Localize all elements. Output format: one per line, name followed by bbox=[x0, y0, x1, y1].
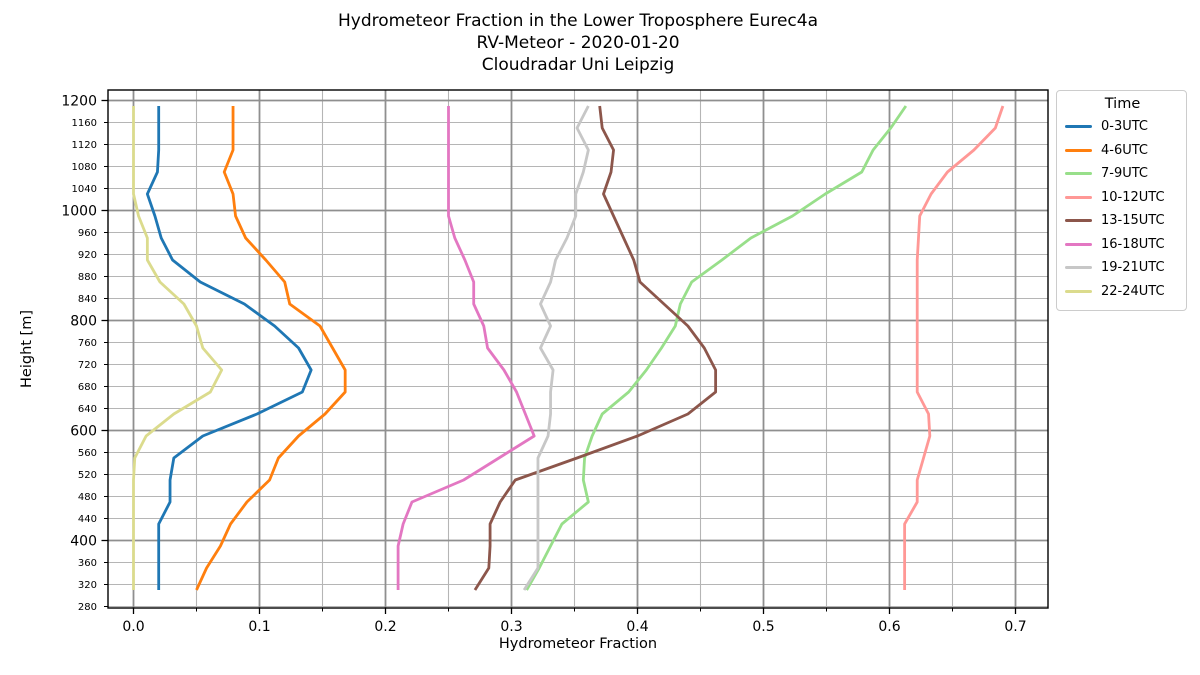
y-tick-label: 1000 bbox=[61, 204, 97, 220]
y-minor-tick-label: 440 bbox=[78, 514, 97, 525]
title-line-1: Hydrometeor Fraction in the Lower Tropos… bbox=[337, 11, 818, 31]
x-tick-label: 0.4 bbox=[626, 619, 648, 635]
y-minor-tick-label: 960 bbox=[78, 228, 97, 239]
y-tick-label: 400 bbox=[70, 534, 97, 550]
y-minor-tick-label: 760 bbox=[78, 338, 97, 349]
y-minor-tick-label: 520 bbox=[78, 470, 97, 481]
legend-label: 4-6UTC bbox=[1101, 142, 1149, 158]
y-minor-tick-label: 480 bbox=[78, 492, 97, 503]
series-line-13-15utc bbox=[473, 105, 718, 591]
y-minor-tick-label: 1080 bbox=[72, 162, 97, 173]
legend-item-22-24utc: 22-24UTC bbox=[1065, 280, 1180, 304]
legend-label: 10-12UTC bbox=[1101, 189, 1165, 205]
axes-spines bbox=[107, 89, 1049, 609]
legend-swatch-7-9utc bbox=[1065, 172, 1092, 176]
legend-label: 22-24UTC bbox=[1101, 283, 1165, 299]
legend-item-10-12utc: 10-12UTC bbox=[1065, 186, 1180, 210]
y-minor-tick-label: 280 bbox=[78, 602, 97, 613]
y-minor-tick-label: 360 bbox=[78, 558, 97, 569]
title-line-3: Cloudradar Uni Leipzig bbox=[481, 55, 675, 75]
chart-title: Hydrometeor Fraction in the Lower Tropos… bbox=[108, 10, 1048, 76]
y-tick-label: 800 bbox=[70, 314, 97, 330]
y-minor-tick-label: 880 bbox=[78, 272, 97, 283]
x-tick-label: 0.6 bbox=[878, 619, 900, 635]
legend-swatch-4-6utc bbox=[1065, 148, 1092, 152]
y-minor-tick-label: 640 bbox=[78, 404, 97, 415]
y-minor-tick-label: 920 bbox=[78, 250, 97, 261]
legend-swatch-10-12utc bbox=[1065, 195, 1092, 199]
y-minor-tick-label: 560 bbox=[78, 448, 97, 459]
x-tick-label: 0.1 bbox=[248, 619, 270, 635]
legend: Time 0-3UTC 4-6UTC 7-9UTC 10-12UTC 13-15UTC 1… bbox=[1056, 90, 1187, 311]
y-minor-tick-label: 1040 bbox=[72, 184, 97, 195]
legend-item-13-15utc: 13-15UTC bbox=[1065, 209, 1180, 233]
y-minor-tick-label: 720 bbox=[78, 360, 97, 371]
x-tick-label: 0.7 bbox=[1004, 619, 1026, 635]
x-tick-label: 0.3 bbox=[500, 619, 522, 635]
legend-label: 16-18UTC bbox=[1101, 236, 1165, 252]
y-minor-tick-label: 1160 bbox=[72, 118, 97, 129]
y-tick-label: 600 bbox=[70, 424, 97, 440]
legend-title: Time bbox=[1104, 96, 1141, 112]
series-line-19-21utc bbox=[522, 105, 590, 591]
y-minor-tick-label: 840 bbox=[78, 294, 97, 305]
legend-item-7-9utc: 7-9UTC bbox=[1065, 162, 1180, 186]
legend-label: 19-21UTC bbox=[1101, 260, 1165, 276]
legend-items: 0-3UTC 4-6UTC 7-9UTC 10-12UTC 13-15UTC 16-18U… bbox=[1065, 115, 1180, 303]
y-minor-tick-label: 320 bbox=[78, 580, 97, 591]
x-axis-label: Hydrometeor Fraction bbox=[498, 636, 658, 652]
y-tick-label: 1200 bbox=[61, 94, 97, 110]
legend-swatch-0-3utc bbox=[1065, 125, 1092, 129]
series-line-4-6utc bbox=[195, 106, 347, 591]
series-line-0-3utc bbox=[145, 106, 313, 590]
legend-item-4-6utc: 4-6UTC bbox=[1065, 139, 1180, 163]
series-line-16-18utc bbox=[396, 106, 536, 590]
x-tick-label: 0.0 bbox=[122, 619, 144, 635]
legend-swatch-16-18utc bbox=[1065, 242, 1092, 246]
legend-label: 7-9UTC bbox=[1101, 166, 1149, 182]
title-line-2: RV-Meteor - 2020-01-20 bbox=[476, 33, 680, 53]
y-minor-tick-label: 680 bbox=[78, 382, 97, 393]
legend-label: 13-15UTC bbox=[1101, 213, 1165, 229]
legend-swatch-13-15utc bbox=[1065, 219, 1092, 223]
x-tick-label: 0.2 bbox=[374, 619, 396, 635]
legend-item-19-21utc: 19-21UTC bbox=[1065, 256, 1180, 280]
x-tick-label: 0.5 bbox=[752, 619, 774, 635]
series-line-10-12utc bbox=[903, 105, 1005, 590]
legend-swatch-19-21utc bbox=[1065, 266, 1092, 270]
legend-swatch-22-24utc bbox=[1065, 289, 1092, 293]
y-axis-label: Height [m] bbox=[19, 310, 35, 388]
legend-label: 0-3UTC bbox=[1101, 119, 1149, 135]
legend-item-0-3utc: 0-3UTC bbox=[1065, 115, 1180, 139]
y-minor-tick-label: 1120 bbox=[72, 140, 97, 151]
series-line-22-24utc bbox=[132, 106, 224, 590]
series-line-7-9utc bbox=[525, 105, 908, 591]
legend-item-16-18utc: 16-18UTC bbox=[1065, 233, 1180, 257]
